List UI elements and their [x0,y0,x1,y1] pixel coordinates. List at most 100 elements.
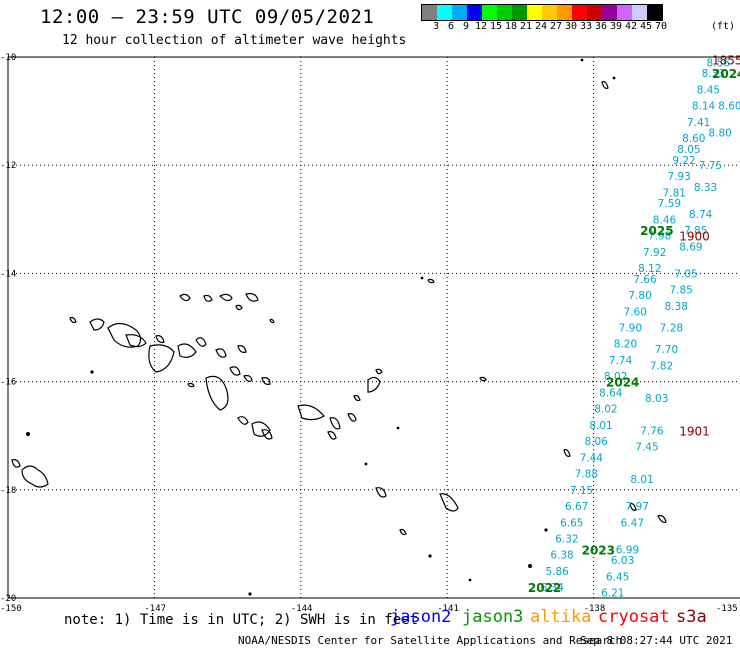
island-outline [297,404,325,421]
island-outline [261,429,273,440]
swh-value: 7.80 [628,290,651,302]
island-dot [544,528,548,532]
legend-label: 9 [462,21,470,32]
legend-label: 36 [594,21,608,32]
island-outline [155,335,165,343]
legend-label: 18 [504,21,518,32]
island-outlines [11,81,667,536]
legend-swatch [437,5,452,20]
island-outline [347,413,357,422]
swh-value: 6.03 [611,555,634,567]
swh-value: 7.88 [575,469,598,481]
island-dot [612,76,616,80]
legend-label: 27 [549,21,563,32]
island-outline [367,376,381,393]
island-outline [203,294,213,302]
longitude-label: -141 [437,604,459,614]
island-outline [195,337,207,347]
latitude-label: -18 [0,486,16,496]
swh-value: 9.22 [672,155,695,167]
island-dot [26,432,30,436]
island-outline [179,293,191,302]
island-outline [427,278,435,284]
legend-swatch [497,5,512,20]
swh-value: 8.60 [718,101,740,113]
swh-value: 7.45 [635,442,658,454]
credit-text: NOAA/NESDIS Center for Satellite Applica… [238,634,623,647]
island-outline [269,318,275,324]
latitude-label: -14 [0,269,16,279]
color-scale-unit: (ft) [711,21,736,32]
island-dot [580,58,584,62]
color-scale-labels: 3 6 9 12 15 18 21 24 27 30 33 36 39 42 45 70 [421,21,740,35]
legend-swatch [482,5,497,20]
legend-label: 12 [474,21,488,32]
swh-value: 8.46 [653,214,677,226]
swh-value: 7.98 [648,231,671,243]
legend-label: 30 [564,21,578,32]
swh-value: 7.85 [669,285,692,297]
swh-value: 8.01 [589,420,612,432]
small-island-dots [26,58,616,596]
swh-value: 7.74 [609,355,633,367]
legend-swatch [647,5,662,20]
swh-value: 6.38 [550,550,573,562]
island-outline [479,376,487,382]
swh-value: 8.69 [679,241,702,253]
swh-value: 8.03 [645,393,668,405]
legend-swatch [542,5,557,20]
legend-swatch [602,5,617,20]
island-outline [375,487,387,498]
legend-swatch [632,5,647,20]
latitude-label: -20 [0,594,16,604]
swh-value: 8.12 [638,263,661,275]
island-outline [215,348,227,358]
island-outline [329,417,341,430]
swh-value: 7.92 [643,247,666,259]
swh-value: 7.41 [687,117,710,129]
color-scale-legend [421,4,663,21]
legend-swatch [617,5,632,20]
island-outline [353,394,361,402]
island-dot [396,426,400,430]
island-outline [245,293,259,302]
island-dot [468,578,472,582]
island-outline [89,318,105,331]
legend-swatch [452,5,467,20]
swh-value: 7.75 [699,160,722,172]
island-outline [125,334,147,348]
swh-value: 7.05 [674,268,697,280]
legend-swatch [587,5,602,20]
legend-label: 21 [519,21,533,32]
island-outline [261,377,271,385]
legend-label: 45 [639,21,653,32]
swh-value: 7.90 [619,323,642,335]
island-outline [251,421,271,437]
swh-value: 8.56 [706,57,730,69]
pass-time-label: 2024 [712,67,740,81]
legend-swatch [572,5,587,20]
pass-time-label: 1855 [712,54,740,68]
island-dot [248,592,252,596]
swh-value: 7.76 [640,425,664,437]
satellite-jason3-label: jason3 [462,607,524,627]
pass-time-label: 2025 [640,224,673,238]
swh-value: 6.21 [601,588,624,600]
swh-value: 8.14 [692,101,716,113]
swh-value: 7.70 [655,344,678,356]
swh-value: 5.86 [545,566,569,578]
swh-value: 8.20 [614,339,637,351]
swh-value: 6.99 [616,544,639,556]
legend-swatch [512,5,527,20]
pass-time-label: 1900 [679,230,710,244]
swh-value: 6.45 [606,571,629,583]
island-outline [21,465,49,488]
island-outline [237,416,249,425]
map-grid [7,56,740,599]
swh-value: 7.93 [667,171,690,183]
island-dot [428,554,432,558]
legend-label: 39 [609,21,623,32]
legend-label: 24 [534,21,548,32]
swh-value: 8.33 [694,182,717,194]
